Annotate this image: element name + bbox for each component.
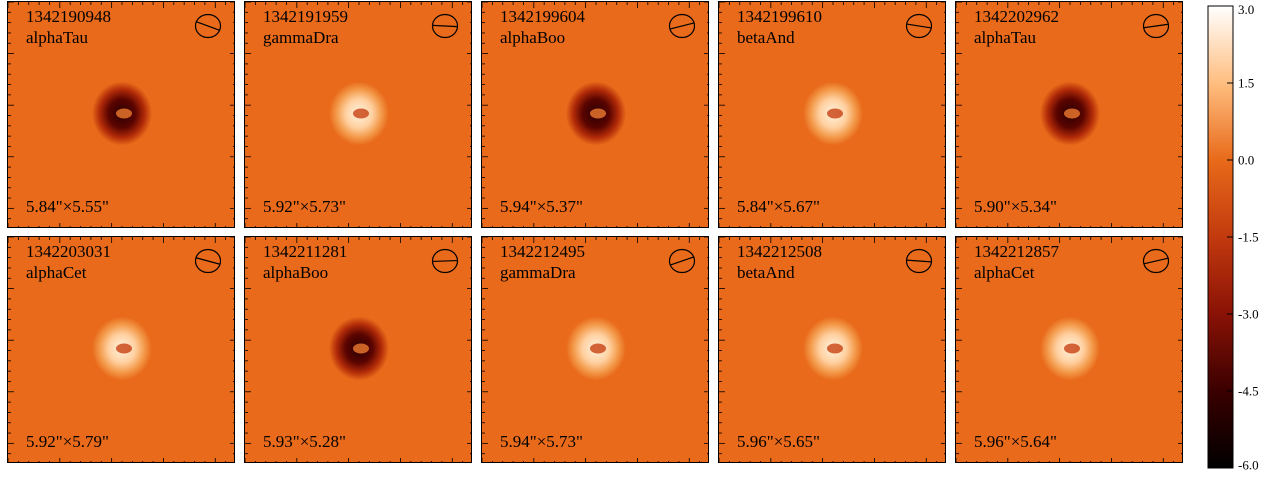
residual-panel: 1342199604 alphaBoo 5.94"×5.37" [481,1,709,228]
target-label: alphaCet [974,263,1035,282]
beam-ellipse-icon [668,13,696,39]
residual-map [956,2,1182,227]
target-label: gammaDra [263,28,339,47]
obsid-label: 1342202962 [974,7,1059,26]
beam-size-label: 5.84"×5.67" [737,197,820,216]
target-label: betaAnd [737,263,795,282]
residual-map [956,237,1182,462]
residual-panel: 1342191959 gammaDra 5.92"×5.73" [244,1,472,228]
colorbar-tick-label: -4.5 [1238,383,1259,399]
residual-map [8,237,234,462]
obsid-label: 1342212508 [737,242,822,261]
beam-size-label: 5.93"×5.28" [263,432,346,451]
residual-panel: 1342202962 alphaTau 5.90"×5.34" [955,1,1183,228]
obsid-label: 1342212495 [500,242,585,261]
residual-panel: 1342203031 alphaCet 5.92"×5.79" [7,236,235,463]
residual-panel: 1342212508 betaAnd 5.96"×5.65" [718,236,946,463]
beam-ellipse-icon [431,248,459,274]
residual-map [482,2,708,227]
residual-panel: 1342199610 betaAnd 5.84"×5.67" [718,1,946,228]
target-label: alphaBoo [500,28,566,47]
residual-map [482,237,708,462]
obsid-label: 1342211281 [263,242,348,261]
target-label: alphaTau [26,28,89,47]
beam-ellipse-icon [431,13,459,39]
obsid-label: 1342199610 [737,7,822,26]
colorbar-tick-label: 3.0 [1238,1,1255,17]
beam-size-label: 5.92"×5.79" [26,432,109,451]
beam-size-label: 5.96"×5.65" [737,432,820,451]
obsid-label: 1342212857 [974,242,1059,261]
residual-map [719,2,945,227]
colorbar-tick-label: 1.5 [1238,75,1255,91]
beam-size-label: 5.92"×5.73" [263,197,346,216]
beam-size-label: 5.90"×5.34" [974,197,1057,216]
target-label: betaAnd [737,28,795,47]
colorbar-gradient [1207,5,1234,469]
obsid-label: 1342199604 [500,7,585,26]
obsid-label: 1342203031 [26,242,111,261]
beam-size-label: 5.94"×5.37" [500,197,583,216]
beam-ellipse-icon [194,248,222,274]
colorbar: 3.0 1.5 0.0 -1.5 -3.0 -4.5 -6.0 [1200,0,1265,477]
beam-ellipse-icon [194,13,222,39]
residual-map [245,2,471,227]
target-label: alphaCet [26,263,87,282]
target-label: alphaBoo [263,263,329,282]
residual-map [8,2,234,227]
residual-image-grid: 1342190948 alphaTau 5.84"×5.55" 1342191959 g… [7,1,1183,463]
residual-panel: 1342211281 alphaBoo 5.93"×5.28" [244,236,472,463]
residual-map [245,237,471,462]
beam-ellipse-icon [668,248,696,274]
colorbar-tick-label: -1.5 [1238,229,1259,245]
residual-panel: 1342212495 gammaDra 5.94"×5.73" [481,236,709,463]
beam-size-label: 5.96"×5.64" [974,432,1057,451]
obsid-label: 1342190948 [26,7,111,26]
colorbar-tick-label: -3.0 [1238,306,1259,322]
target-label: alphaTau [974,28,1037,47]
beam-size-label: 5.94"×5.73" [500,432,583,451]
beam-ellipse-icon [1142,13,1170,39]
beam-size-label: 5.84"×5.55" [26,197,109,216]
beam-ellipse-icon [1142,248,1170,274]
residual-panel: 1342190948 alphaTau 5.84"×5.55" [7,1,235,228]
target-label: gammaDra [500,263,576,282]
colorbar-tick-label: -6.0 [1238,457,1259,473]
colorbar-tick-label: 0.0 [1238,152,1255,168]
residual-panel: 1342212857 alphaCet 5.96"×5.64" [955,236,1183,463]
obsid-label: 1342191959 [263,7,348,26]
beam-ellipse-icon [905,13,933,39]
beam-ellipse-icon [905,248,933,274]
residual-map [719,237,945,462]
